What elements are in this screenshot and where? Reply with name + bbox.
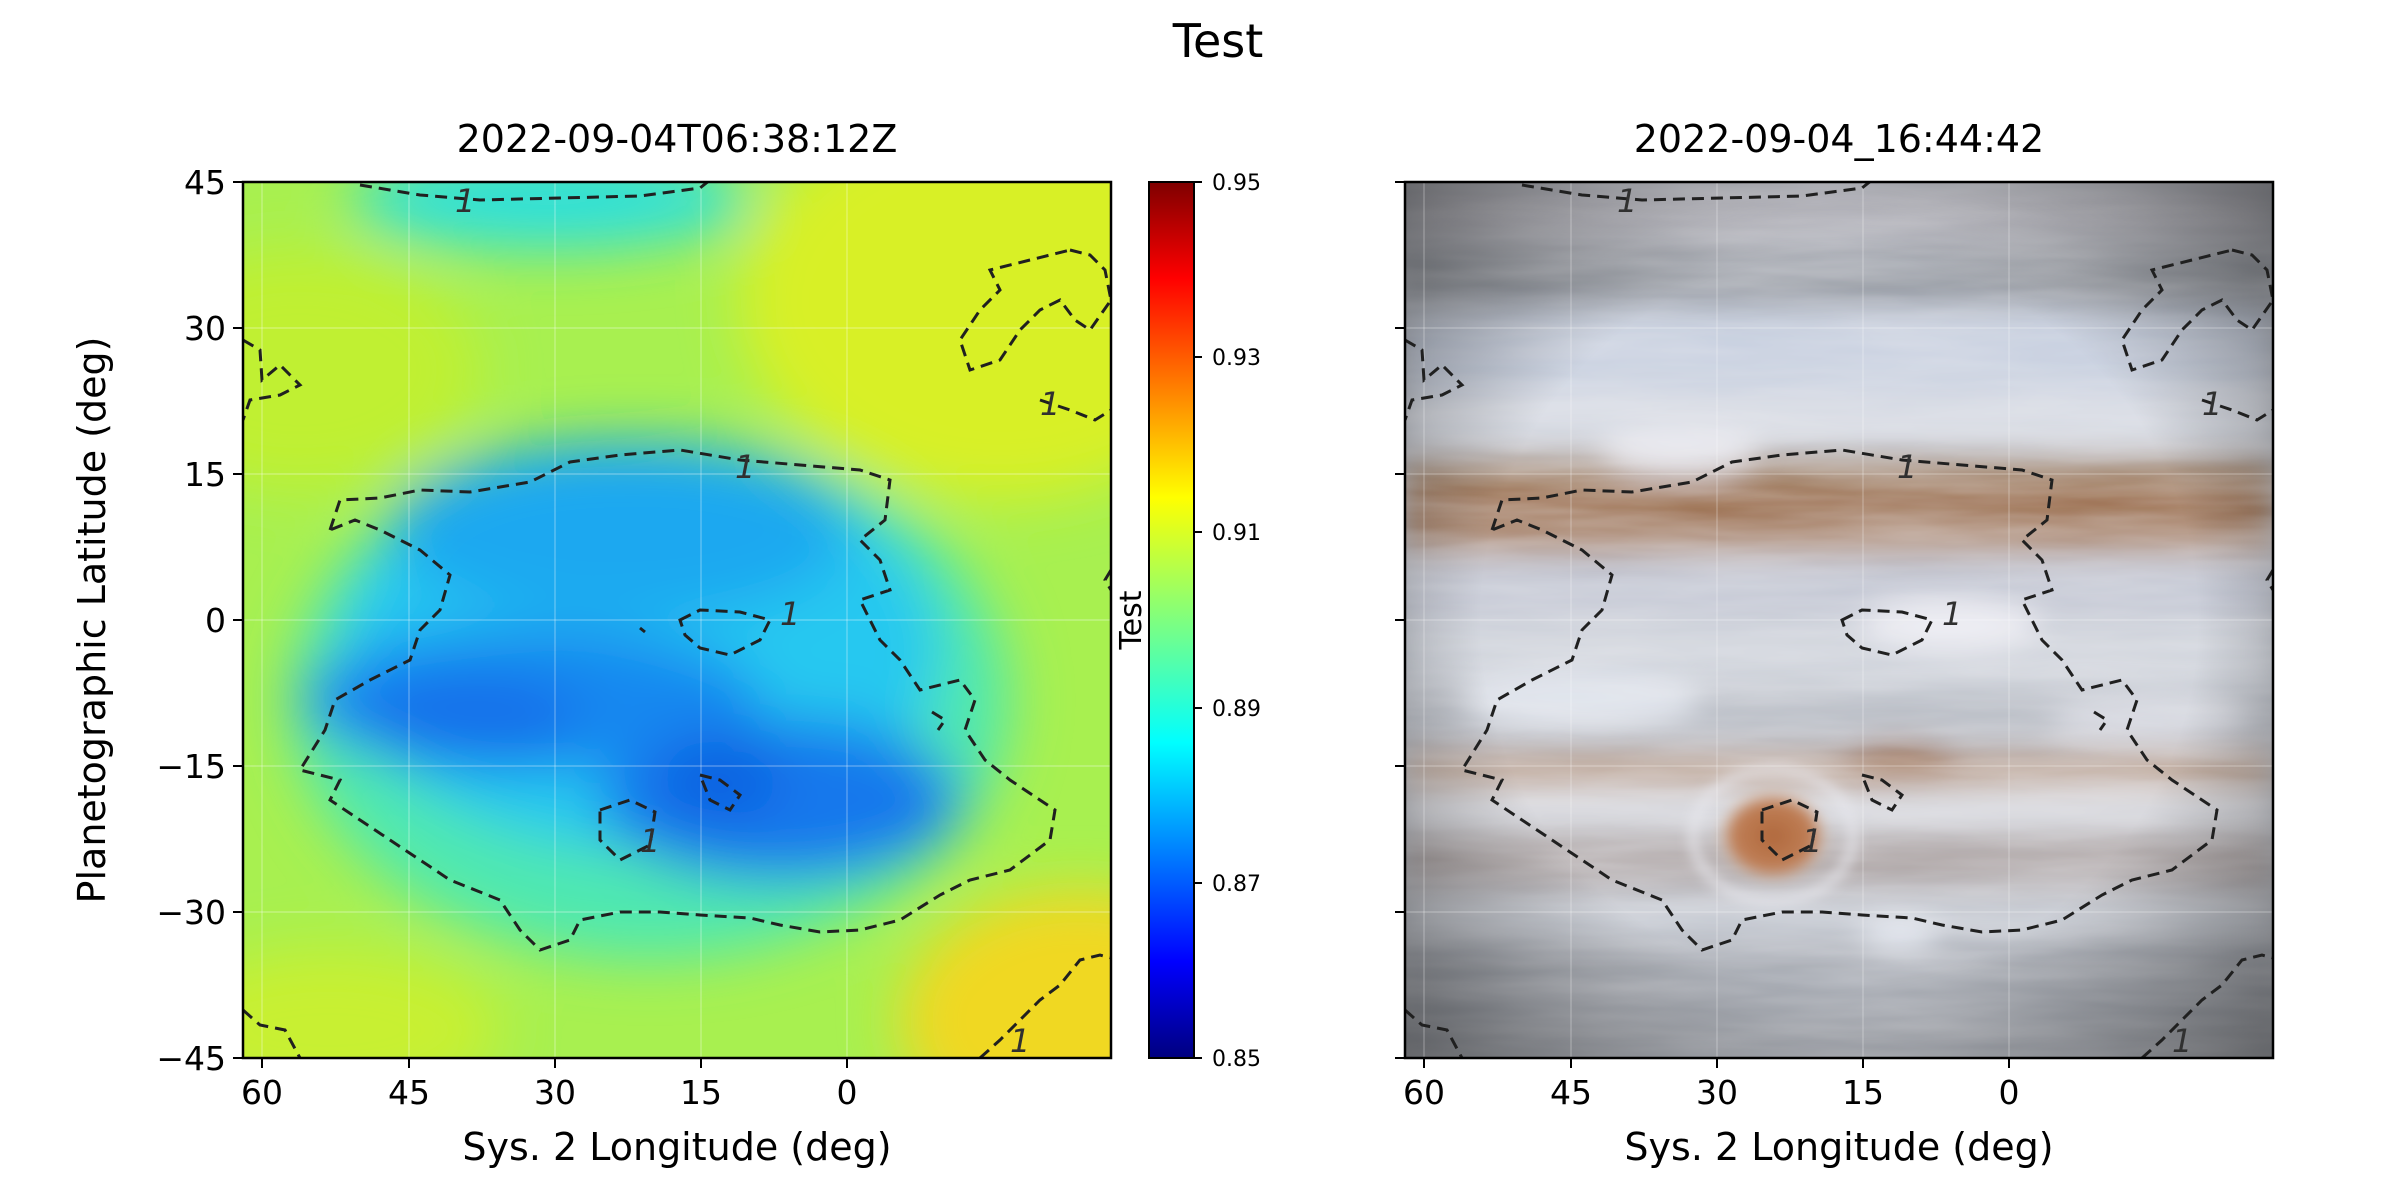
x-tick-label: 0 [837,1073,858,1112]
right-x-tick-labels: 60 45 30 15 0 [1403,1073,2020,1112]
contour-label: 1 [2172,1022,2192,1060]
contour-label: 1 [455,182,475,220]
left-y-tick-labels: 45 30 15 0 −15 −30 −45 [156,163,226,1078]
planet-true-color-image: 1 1 1 1 1 1 [1405,182,2273,1060]
colorbar-tick-label: 0.87 [1212,872,1261,897]
right-y-ticks [1395,181,1405,1059]
y-tick-label: −15 [156,747,226,786]
right-image-panel: 2022-09-04_16:44:42 [1395,117,2275,1169]
left-x-tick-labels: 60 45 30 15 0 [241,1073,858,1112]
right-grid [1405,182,2273,1058]
x-tick-label: 45 [388,1073,430,1112]
colorbar-tick-label: 0.85 [1212,1047,1261,1072]
colorbar-tick-label: 0.89 [1212,697,1261,722]
contour-label: 1 [1010,1022,1030,1060]
colorbar: 0.95 0.93 0.91 0.89 0.87 0.85 Test [1114,171,1261,1072]
left-contour-lines [243,182,1111,1058]
y-tick-label: 45 [184,163,226,202]
colorbar-tick-label: 0.95 [1212,171,1261,196]
colorbar-tick-label: 0.91 [1212,521,1261,546]
x-tick-label: 45 [1550,1073,1592,1112]
x-tick-label: 60 [1403,1073,1445,1112]
colorbar-tick-label: 0.93 [1212,346,1261,371]
x-tick-label: 15 [680,1073,722,1112]
right-contour-labels: 1 1 1 1 1 1 [1617,182,2222,1060]
contour-label: 1 [780,595,800,633]
left-heatmap-image: 1 1 1 1 1 1 [243,182,1111,1060]
left-panel-title: 2022-09-04T06:38:12Z [457,117,898,161]
left-contour-labels: 1 1 1 1 1 1 [455,182,1060,1060]
colorbar-label: Test [1114,590,1149,650]
y-tick-label: −30 [156,893,226,932]
y-tick-label: 0 [205,601,226,640]
contour-label: 1 [1802,822,1822,860]
right-x-axis-label: Sys. 2 Longitude (deg) [1624,1125,2053,1169]
contour-label: 1 [735,448,755,486]
x-tick-label: 30 [534,1073,576,1112]
right-contour-lines [1405,182,2273,1058]
left-x-axis-label: Sys. 2 Longitude (deg) [462,1125,891,1169]
left-y-axis-label: Planetographic Latitude (deg) [70,337,114,904]
contour-label: 1 [1942,595,1962,633]
contour-label: 1 [2202,385,2222,423]
contour-label: 1 [1897,448,1917,486]
y-tick-label: −45 [156,1039,226,1078]
right-panel-title: 2022-09-04_16:44:42 [1634,117,2045,161]
y-tick-label: 15 [184,455,226,494]
contour-label: 1 [1617,182,1637,220]
contour-label: 1 [640,822,660,860]
colorbar-tick-labels: 0.95 0.93 0.91 0.89 0.87 0.85 [1212,171,1261,1072]
left-heatmap-panel: 2022-09-04T06:38:12Z [70,117,1113,1169]
contour-label: 1 [1040,385,1060,423]
x-tick-label: 0 [1999,1073,2020,1112]
x-tick-label: 30 [1696,1073,1738,1112]
x-tick-label: 60 [241,1073,283,1112]
x-tick-label: 15 [1842,1073,1884,1112]
figure-title: Test [1172,14,1264,68]
y-tick-label: 30 [184,309,226,348]
